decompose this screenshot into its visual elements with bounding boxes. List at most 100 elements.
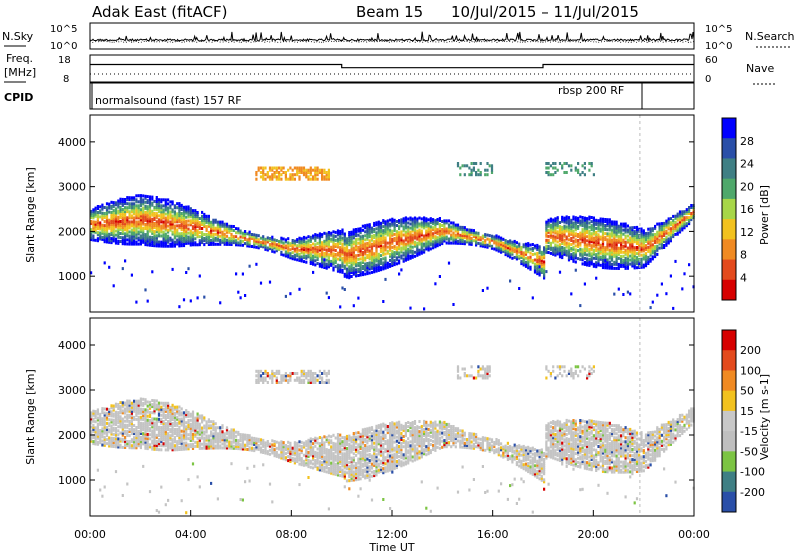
range-cell	[370, 266, 374, 270]
range-cell	[121, 401, 124, 405]
range-cell	[155, 220, 158, 224]
range-cell	[117, 421, 120, 425]
range-cell	[361, 261, 364, 264]
range-cell	[191, 445, 195, 448]
range-cell	[377, 234, 380, 238]
range-cell	[348, 233, 351, 236]
range-cell	[144, 200, 147, 204]
range-cell	[642, 253, 645, 257]
range-cell	[142, 401, 145, 405]
range-cell	[563, 216, 566, 220]
range-cell	[112, 215, 115, 219]
range-cell	[565, 249, 568, 253]
range-cell	[592, 252, 595, 256]
range-cell	[674, 228, 677, 232]
range-cell	[375, 263, 378, 267]
range-cell	[126, 403, 129, 407]
range-cell	[357, 263, 360, 267]
range-cell	[649, 259, 652, 263]
range-cell	[425, 235, 428, 239]
range-cell	[148, 237, 152, 241]
range-cell	[606, 232, 609, 236]
range-cell	[201, 432, 204, 436]
range-cell	[198, 438, 201, 442]
range-cell	[361, 250, 364, 254]
range-cell	[198, 485, 201, 489]
range-cell	[169, 222, 172, 226]
range-cell	[164, 424, 167, 428]
range-cell	[633, 240, 636, 244]
range-cell	[597, 229, 600, 233]
range-cell	[210, 240, 213, 244]
range-cell	[153, 236, 156, 240]
y-tick-label: 4000	[58, 136, 86, 149]
range-cell	[567, 250, 571, 254]
range-cell	[92, 427, 95, 431]
range-cell	[180, 234, 183, 238]
range-cell	[144, 438, 147, 442]
range-cell	[171, 415, 174, 419]
range-cell	[293, 166, 296, 170]
range-cell	[556, 244, 559, 248]
range-cell	[316, 166, 319, 170]
range-cell	[169, 414, 172, 417]
range-cell	[561, 229, 564, 233]
range-cell	[219, 238, 222, 242]
range-cell	[196, 219, 199, 223]
range-cell	[210, 238, 213, 242]
range-cell	[536, 245, 539, 249]
range-cell	[139, 403, 142, 407]
range-cell	[540, 254, 543, 258]
range-cell	[173, 413, 176, 417]
range-cell	[160, 421, 163, 425]
range-cell	[99, 209, 102, 213]
colorbar-tick-label: 4	[740, 271, 747, 284]
range-cell	[142, 240, 145, 244]
range-cell	[382, 233, 385, 237]
range-cell	[425, 239, 428, 243]
range-cell	[212, 438, 215, 442]
range-cell	[345, 257, 349, 261]
range-cell	[565, 215, 568, 219]
range-cell	[92, 409, 95, 413]
range-cell	[180, 224, 183, 228]
range-cell	[146, 201, 149, 205]
range-cell	[649, 237, 652, 241]
range-cell	[135, 399, 138, 403]
range-cell	[352, 232, 355, 236]
range-cell	[533, 252, 537, 256]
range-cell	[142, 218, 145, 222]
range-cell	[201, 235, 204, 239]
range-cell	[608, 266, 611, 270]
range-cell	[486, 173, 489, 177]
range-cell	[438, 233, 441, 237]
range-cell	[162, 409, 165, 413]
range-cell	[144, 235, 147, 239]
range-cell	[660, 230, 663, 234]
range-cell	[203, 237, 206, 240]
range-cell	[189, 418, 192, 422]
range-cell	[547, 222, 550, 226]
range-cell	[592, 242, 595, 246]
range-cell	[552, 222, 555, 226]
range-cell	[142, 442, 145, 446]
range-cell	[549, 173, 552, 177]
range-cell	[672, 227, 675, 230]
range-cell	[148, 207, 152, 211]
range-cell	[538, 259, 541, 263]
range-cell	[221, 446, 224, 450]
range-cell	[368, 265, 371, 269]
range-cell	[384, 222, 387, 226]
range-cell	[384, 232, 387, 236]
range-cell	[413, 250, 417, 254]
range-cell	[368, 271, 371, 275]
range-cell	[400, 268, 403, 272]
range-cell	[133, 430, 136, 434]
range-cell	[114, 221, 118, 225]
range-cell	[139, 438, 142, 441]
range-cell	[316, 171, 319, 174]
range-cell	[334, 261, 337, 265]
range-cell	[364, 258, 367, 262]
range-cell	[416, 247, 419, 251]
